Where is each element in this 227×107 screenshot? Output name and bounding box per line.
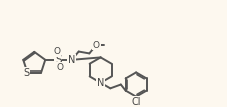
Text: O: O — [53, 48, 60, 56]
Text: N: N — [97, 78, 104, 88]
Text: S: S — [55, 55, 62, 65]
Text: S: S — [55, 55, 62, 65]
Text: N: N — [68, 55, 75, 65]
Text: S: S — [23, 68, 30, 78]
Text: O: O — [56, 63, 63, 72]
Text: N: N — [97, 78, 104, 88]
Text: O: O — [93, 41, 100, 50]
Text: N: N — [68, 55, 75, 65]
Text: O: O — [93, 41, 100, 50]
Text: Cl: Cl — [131, 97, 141, 107]
Text: S: S — [23, 68, 30, 78]
Text: O: O — [56, 63, 63, 72]
Text: O: O — [53, 48, 60, 56]
Text: Cl: Cl — [131, 97, 141, 107]
